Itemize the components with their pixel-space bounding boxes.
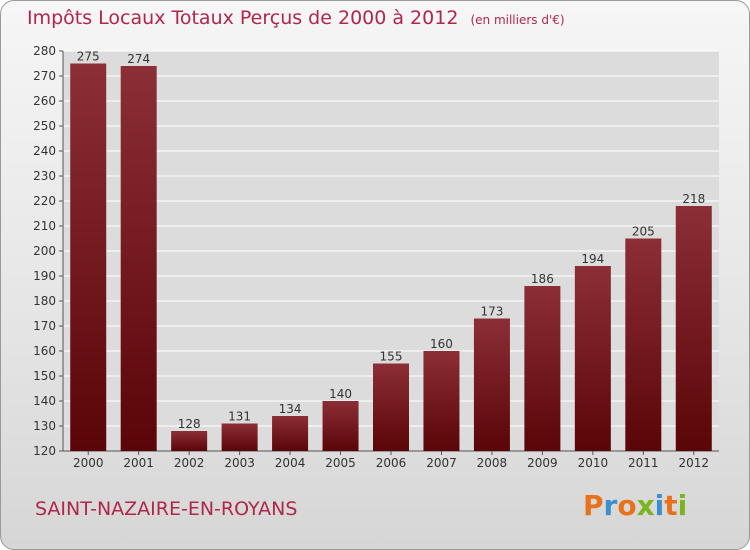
bar-value-label: 128 — [178, 417, 201, 431]
y-tick-label: 210 — [33, 219, 56, 233]
x-tick-label: 2008 — [477, 456, 508, 470]
bar — [625, 238, 662, 451]
y-tick-label: 130 — [33, 419, 56, 433]
x-tick-label: 2004 — [275, 456, 306, 470]
y-tick-label: 160 — [33, 344, 56, 358]
bar-value-label: 274 — [127, 52, 150, 66]
y-tick-label: 190 — [33, 269, 56, 283]
logo-letter: i — [654, 489, 665, 522]
bar-value-label: 205 — [632, 225, 655, 239]
logo-letter: r — [603, 489, 618, 522]
bar-value-label: 194 — [581, 252, 604, 266]
y-tick-label: 200 — [33, 244, 56, 258]
y-tick-label: 120 — [33, 444, 56, 458]
bar-value-label: 134 — [279, 402, 302, 416]
x-tick-label: 2002 — [174, 456, 205, 470]
proxiti-logo: Proxiti — [583, 489, 687, 522]
x-tick-label: 2009 — [527, 456, 558, 470]
y-tick-label: 140 — [33, 394, 56, 408]
bar-value-label: 275 — [77, 50, 100, 64]
bar — [423, 351, 460, 451]
bar — [473, 318, 510, 451]
y-tick-label: 220 — [33, 194, 56, 208]
x-tick-label: 2011 — [628, 456, 659, 470]
y-tick-label: 150 — [33, 369, 56, 383]
x-tick-label: 2012 — [678, 456, 709, 470]
bar — [373, 363, 409, 451]
bar — [272, 416, 309, 451]
x-tick-label: 2006 — [376, 456, 407, 470]
x-tick-label: 2010 — [578, 456, 609, 470]
logo-letter: o — [617, 489, 637, 522]
x-tick-label: 2007 — [426, 456, 457, 470]
bar — [120, 66, 157, 451]
x-tick-label: 2005 — [325, 456, 356, 470]
y-tick-label: 250 — [33, 119, 56, 133]
logo-letter: t — [664, 489, 678, 522]
y-tick-label: 260 — [33, 94, 56, 108]
y-tick-label: 180 — [33, 294, 56, 308]
x-tick-label: 2000 — [73, 456, 104, 470]
x-tick-label: 2003 — [224, 456, 255, 470]
commune-name: SAINT-NAZAIRE-EN-ROYANS — [35, 498, 298, 520]
bar-value-label: 173 — [480, 305, 503, 319]
bar — [171, 431, 208, 451]
bar — [675, 206, 712, 451]
chart-unit-label: (en milliers d'€) — [470, 13, 565, 27]
y-tick-label: 230 — [33, 169, 56, 183]
bar-value-label: 218 — [682, 192, 705, 206]
y-tick-label: 170 — [33, 319, 56, 333]
bar-value-label: 160 — [430, 337, 453, 351]
x-tick-label: 2001 — [123, 456, 154, 470]
bar-value-label: 131 — [228, 410, 251, 424]
y-tick-label: 280 — [33, 44, 56, 58]
logo-letter: x — [636, 489, 655, 522]
y-tick-label: 270 — [33, 69, 56, 83]
bar — [221, 423, 258, 451]
chart-title-text: Impôts Locaux Totaux Perçus de 2000 à 20… — [27, 7, 459, 29]
chart-title: Impôts Locaux Totaux Perçus de 2000 à 20… — [27, 7, 565, 29]
y-tick-label: 240 — [33, 144, 56, 158]
bar-value-label: 140 — [329, 387, 352, 401]
bar-value-label: 155 — [380, 350, 403, 364]
bar — [524, 286, 561, 451]
bar — [322, 401, 359, 451]
logo-letter: P — [583, 489, 604, 522]
logo-letter: i — [677, 489, 688, 522]
bar — [70, 63, 107, 451]
bar — [574, 266, 611, 451]
bar-value-label: 186 — [531, 272, 554, 286]
